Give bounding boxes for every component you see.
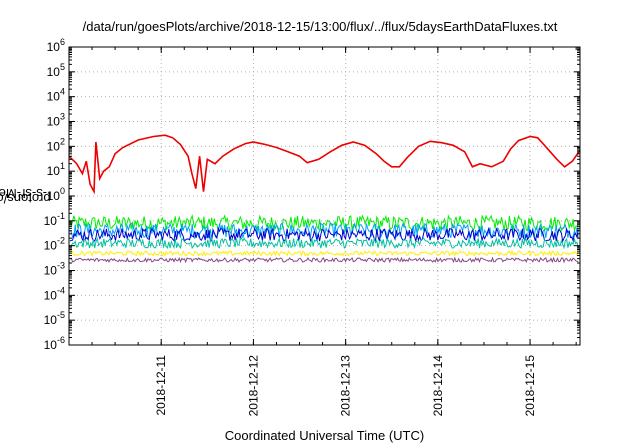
y-tick-label: 103 xyxy=(47,112,65,129)
y-tick-label: 10-2 xyxy=(44,236,65,253)
x-axis-ticks: 2018-12-11 2018-12-12 2018-12-13 2018-12-14… xyxy=(68,47,577,417)
y-tick-label: 10-3 xyxy=(44,261,65,278)
flux-series-line xyxy=(68,134,581,195)
y-tick-label: 100 xyxy=(47,186,65,203)
x-tick-label: 2018-12-15 xyxy=(523,355,537,417)
y-tick-label: 10-5 xyxy=(44,310,65,327)
grid-lines xyxy=(69,47,580,345)
y-tick-label: 10-4 xyxy=(44,285,65,302)
flux-series-band xyxy=(69,249,579,257)
chart-title: /data/run/goesPlots/archive/2018-12-15/1… xyxy=(82,19,558,34)
y-tick-label: 105 xyxy=(47,62,65,79)
y-tick-label: 104 xyxy=(47,87,65,104)
flux-series-band xyxy=(69,256,579,264)
x-tick-label: 2018-12-12 xyxy=(246,355,260,417)
x-tick-label: 2018-12-14 xyxy=(431,355,445,417)
x-tick-label: 2018-12-11 xyxy=(154,355,168,416)
y-tick-label: 106 xyxy=(47,37,65,54)
series-lines xyxy=(68,134,581,264)
x-tick-label: 2018-12-13 xyxy=(339,355,353,417)
x-axis-label: Coordinated Universal Time (UTC) xyxy=(224,428,425,443)
y-axis-ticks: 10-6 10-5 10-4 10-3 10-2 10-1 100 101 102 103 104 1… xyxy=(44,37,580,352)
y-tick-label: 101 xyxy=(47,161,65,178)
flux-series-band xyxy=(69,226,579,244)
y-tick-label: 10-1 xyxy=(44,211,65,228)
flux-series-band xyxy=(69,236,579,250)
flux-series-band xyxy=(69,213,579,233)
y-tick-label: 102 xyxy=(47,136,65,153)
y-tick-label: 10-6 xyxy=(44,335,65,352)
